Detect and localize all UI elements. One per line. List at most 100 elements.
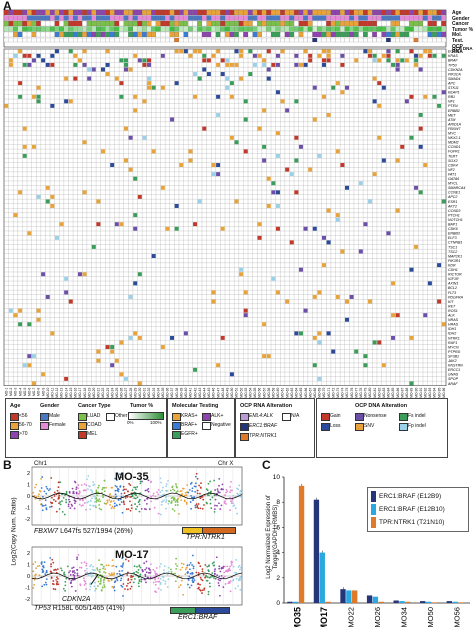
clinical-cell bbox=[349, 31, 354, 38]
cn-point bbox=[51, 502, 53, 505]
clinical-cell bbox=[123, 15, 129, 21]
cn-point bbox=[164, 496, 167, 499]
alteration-cell bbox=[160, 53, 165, 58]
cn-point bbox=[208, 576, 211, 579]
alteration-cell bbox=[262, 144, 267, 149]
rna-cell bbox=[132, 37, 138, 43]
cn-point bbox=[162, 576, 165, 579]
alteration-cell bbox=[193, 72, 198, 76]
cn-point bbox=[111, 486, 114, 489]
clinical-cell bbox=[59, 9, 64, 16]
c-legend-swatch-1 bbox=[371, 491, 376, 502]
cn-point bbox=[71, 570, 74, 573]
alteration-cell bbox=[211, 53, 216, 58]
rna-cell bbox=[165, 37, 170, 43]
clinical-cell bbox=[109, 9, 115, 16]
cn-point bbox=[94, 589, 96, 592]
clinical-cell bbox=[22, 20, 28, 27]
panel-c-label: C bbox=[262, 458, 271, 472]
alteration-cell bbox=[64, 376, 69, 381]
cn-point bbox=[134, 486, 137, 489]
cn-point bbox=[198, 586, 200, 589]
cn-point bbox=[239, 588, 242, 591]
rna-cell bbox=[303, 37, 308, 43]
cn-point bbox=[121, 585, 124, 588]
cn-point bbox=[87, 500, 90, 503]
clinical-cell bbox=[307, 15, 313, 21]
alteration-cell bbox=[50, 103, 55, 108]
sample-label: MO-5 bbox=[23, 388, 27, 396]
cn-point bbox=[102, 567, 105, 570]
legend-age-3: >70 bbox=[19, 431, 28, 437]
clinical-cell bbox=[77, 31, 83, 38]
cn-point bbox=[166, 573, 169, 576]
rna-cell bbox=[72, 37, 78, 43]
cn-point bbox=[38, 499, 41, 502]
clinical-cell bbox=[321, 26, 327, 32]
sample-label: MO-65 bbox=[299, 388, 303, 398]
alteration-cell bbox=[243, 149, 248, 154]
gene-label: TSC2 bbox=[448, 250, 457, 254]
rna-cell bbox=[206, 37, 212, 43]
alteration-cell bbox=[229, 94, 234, 99]
gene-label: FLT3 bbox=[448, 291, 456, 295]
cn-point bbox=[57, 577, 59, 580]
clinical-cell bbox=[188, 26, 193, 32]
alteration-cell bbox=[114, 222, 119, 227]
cn-point bbox=[141, 570, 144, 573]
gene-label: CDK6 bbox=[448, 227, 458, 231]
track-label-gender: Gender bbox=[452, 15, 470, 22]
alteration-cell bbox=[128, 295, 133, 299]
clinical-cell bbox=[303, 31, 308, 38]
cn-point bbox=[236, 512, 238, 515]
sample-label: MO-41 bbox=[189, 388, 193, 398]
alteration-cell bbox=[216, 363, 221, 368]
cn-point bbox=[188, 568, 191, 571]
cn-point bbox=[76, 572, 79, 575]
cn-ytick: 1 bbox=[27, 483, 30, 489]
clinical-cell bbox=[36, 15, 41, 21]
cn-point bbox=[91, 574, 94, 577]
clinical-cell bbox=[132, 9, 138, 16]
cn-point bbox=[148, 508, 151, 511]
legend-gender-title: Gender bbox=[40, 403, 60, 409]
clinical-cell bbox=[128, 9, 133, 16]
cn-point bbox=[115, 577, 118, 580]
cn-point bbox=[174, 580, 177, 583]
track-label-age: Age bbox=[452, 10, 462, 16]
cn-point bbox=[168, 500, 170, 503]
rna-cell bbox=[436, 37, 442, 43]
sample-label: MO-21 bbox=[97, 388, 101, 398]
cn-point bbox=[196, 504, 199, 507]
cn-point bbox=[80, 566, 83, 569]
cn-point bbox=[85, 484, 88, 487]
cn-point bbox=[157, 580, 160, 583]
clinical-cell bbox=[418, 20, 424, 27]
clinical-cell bbox=[192, 31, 198, 38]
cn-point bbox=[131, 489, 134, 492]
cn-point bbox=[184, 494, 186, 497]
cn-point bbox=[79, 499, 81, 502]
cn-point bbox=[199, 589, 202, 592]
clinical-cell bbox=[247, 26, 253, 32]
cn-point bbox=[192, 567, 195, 570]
cn-point bbox=[113, 573, 115, 576]
alteration-cell bbox=[151, 85, 156, 90]
cn-point bbox=[103, 479, 106, 482]
clinical-cell bbox=[146, 26, 152, 32]
cn-point bbox=[45, 485, 48, 488]
alteration-cell bbox=[275, 153, 280, 158]
clinical-cell bbox=[298, 9, 304, 16]
clinical-cell bbox=[169, 15, 175, 21]
cn-point bbox=[114, 477, 117, 480]
cn-point bbox=[135, 508, 137, 511]
rna-cell bbox=[188, 37, 193, 43]
clinical-cell bbox=[289, 9, 295, 16]
clinical-cell bbox=[8, 15, 14, 21]
cn-point bbox=[52, 561, 55, 564]
clinical-cell bbox=[192, 20, 198, 27]
rna-cell bbox=[8, 37, 14, 43]
clinical-cell bbox=[54, 20, 60, 27]
clinical-cell bbox=[114, 9, 120, 16]
gene-label: SMARCA4 bbox=[448, 186, 465, 190]
